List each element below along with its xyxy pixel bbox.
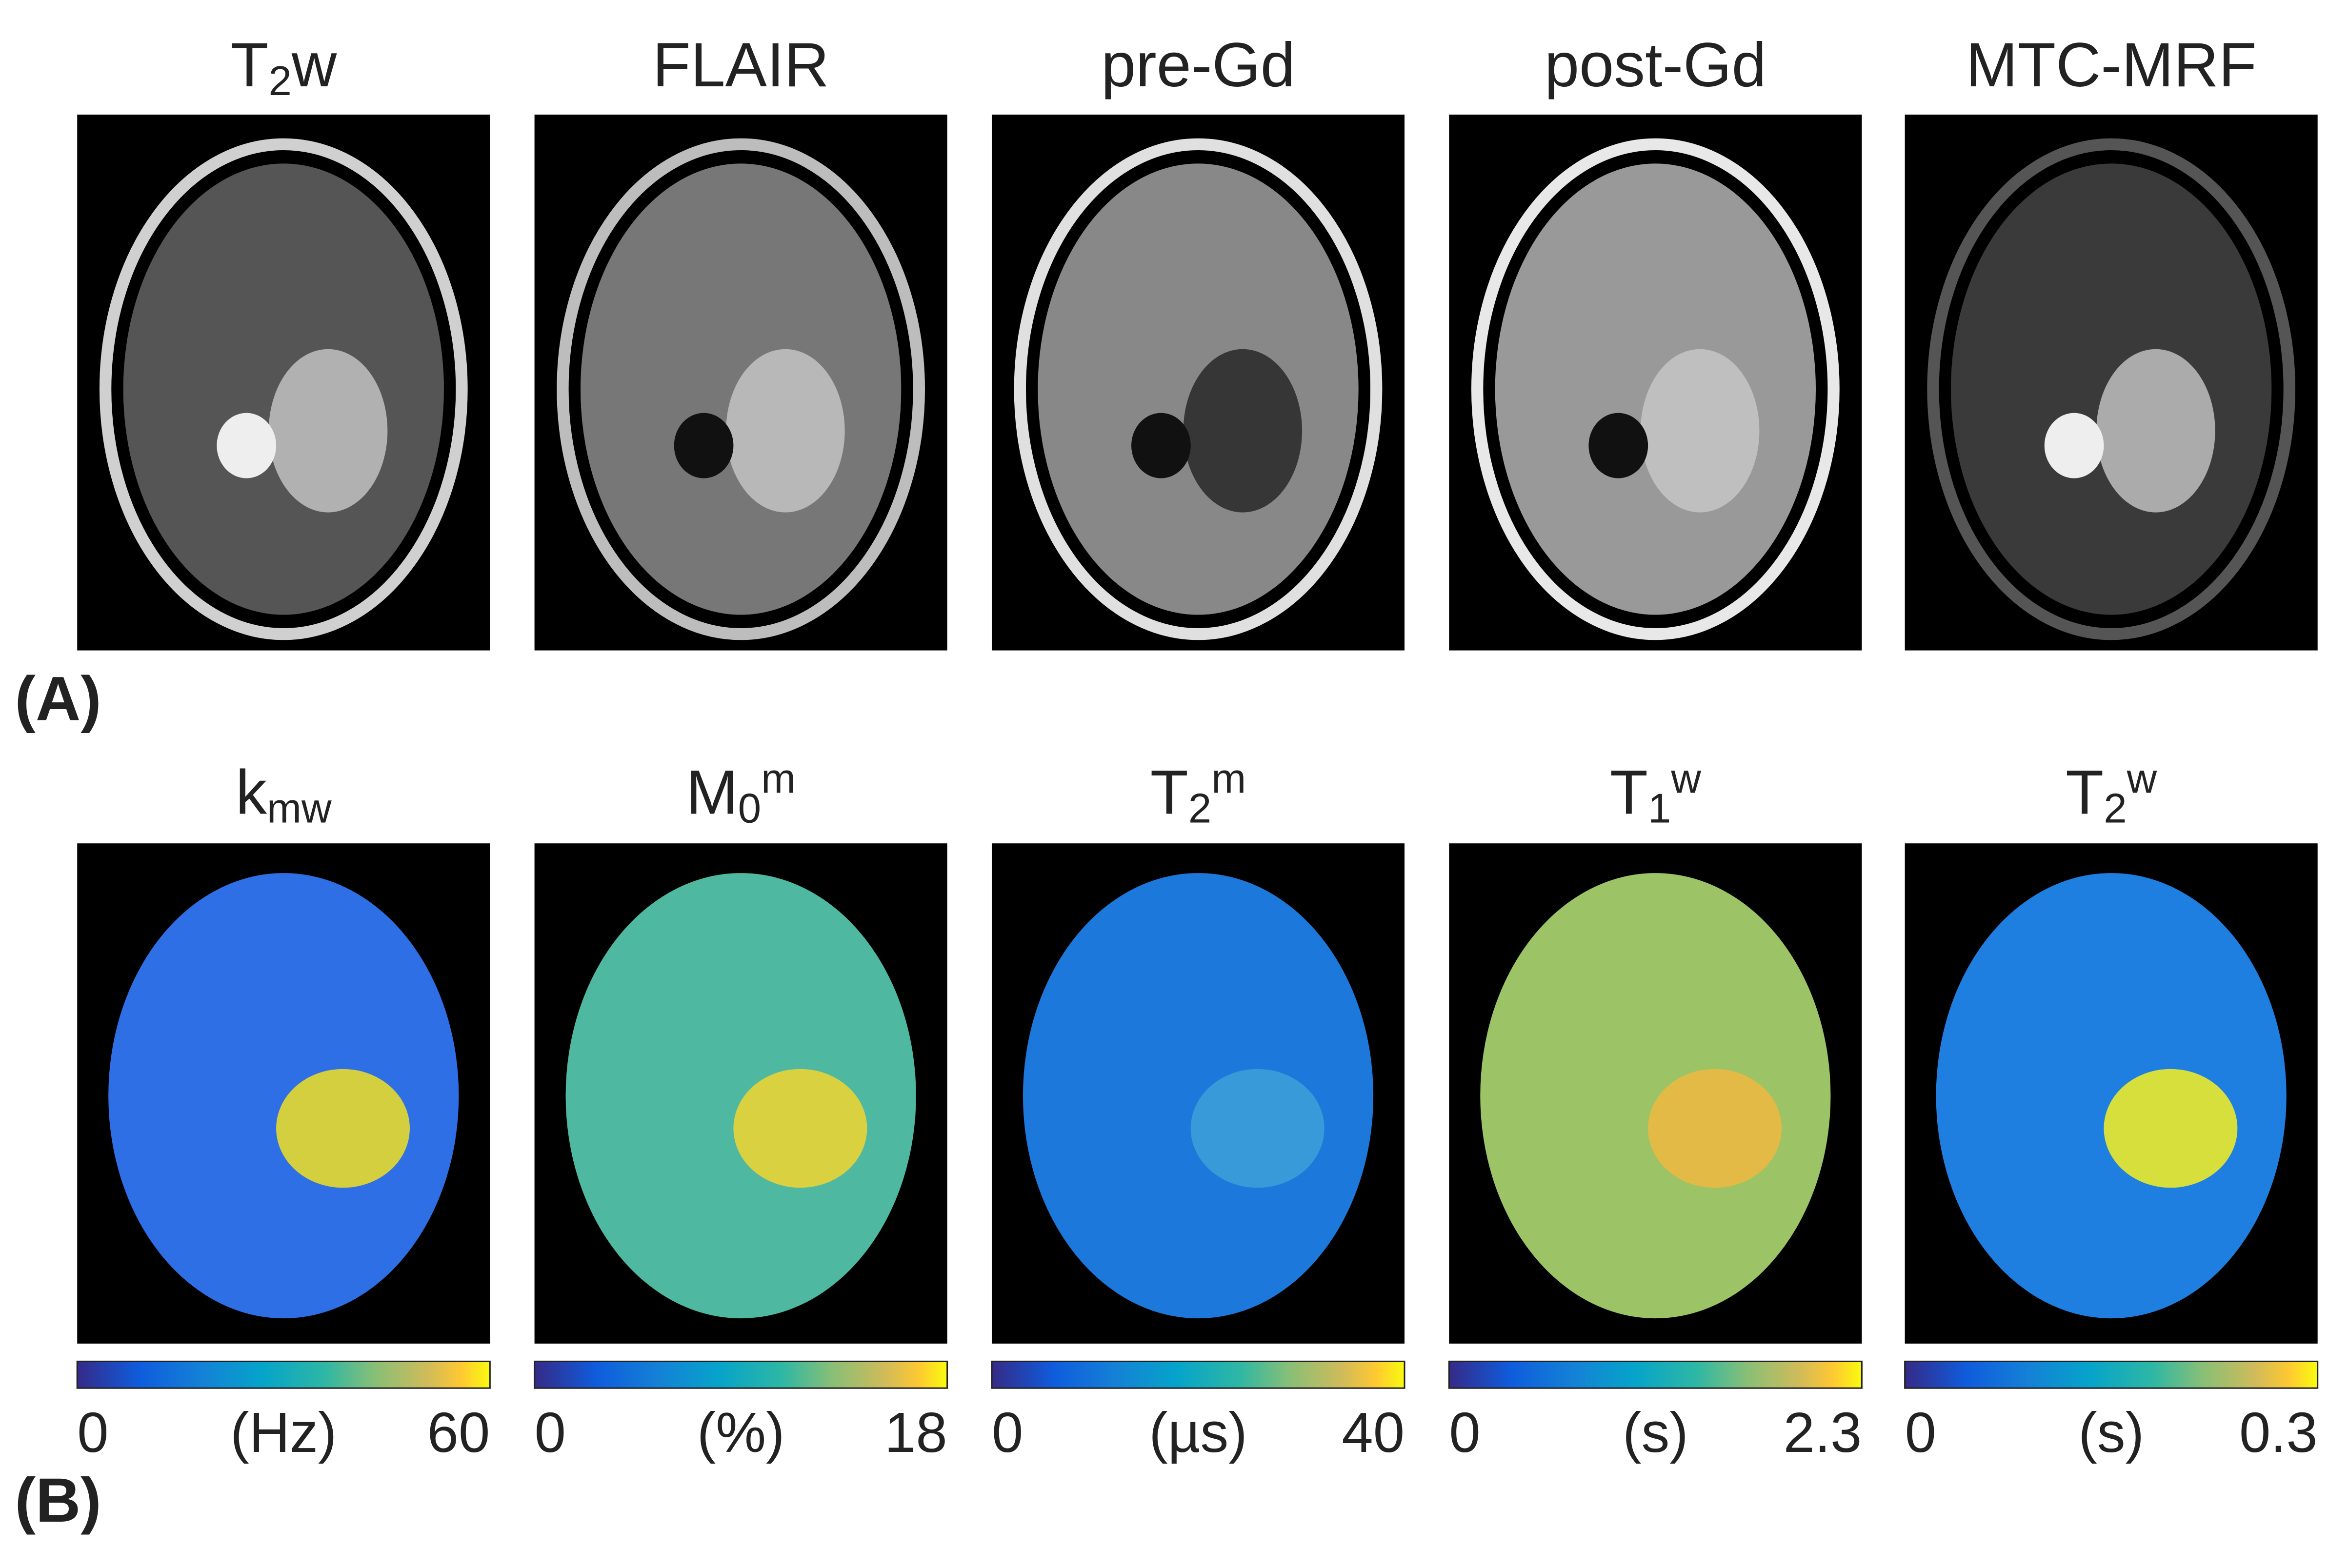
colorbar-min: 0	[1449, 1401, 1480, 1464]
colorbar-unit: (%)	[697, 1401, 785, 1464]
panel-title: kmw	[236, 757, 332, 832]
brain-outline	[99, 138, 468, 640]
panel-title: T2w	[230, 30, 337, 104]
panel-label: (B)	[15, 1466, 101, 1535]
title-part: w	[1670, 756, 1701, 802]
lesion-map	[2104, 1069, 2238, 1188]
lesion-map	[1648, 1069, 1782, 1188]
title-part: 2	[1188, 786, 1211, 832]
title-part: T	[1610, 757, 1648, 827]
brain-map	[1936, 873, 2287, 1319]
colorbar-max: 0.3	[2239, 1401, 2318, 1464]
title-part: 0	[738, 786, 761, 832]
panel-title: FLAIR	[653, 30, 829, 100]
brain-outline	[557, 138, 925, 640]
lesion-map	[1190, 1069, 1325, 1188]
panel-title: T1w	[1610, 756, 1701, 832]
ventricle	[674, 413, 734, 478]
brain-outline	[1927, 138, 2296, 640]
lesion	[726, 349, 845, 513]
title-part: T	[230, 30, 268, 100]
panel-title: T2m	[1150, 756, 1246, 832]
panel-title: M0m	[686, 756, 796, 832]
title-part: MTC-MRF	[1966, 30, 2257, 100]
lesion	[1640, 349, 1760, 513]
brain-map	[1480, 873, 1831, 1319]
lesion	[1183, 349, 1303, 513]
ventricle	[1588, 413, 1648, 478]
panel-title: MTC-MRF	[1966, 30, 2257, 100]
title-part: w	[2127, 756, 2157, 802]
panel-title: T2w	[2066, 756, 2157, 832]
brain-outline	[1014, 138, 1383, 640]
panel-title: pre-Gd	[1101, 30, 1295, 100]
colorbar-min: 0	[1905, 1401, 1936, 1464]
title-part: T	[1150, 757, 1188, 827]
colorbar	[1448, 1360, 1863, 1389]
title-part: m	[1211, 756, 1246, 802]
ventricle	[2044, 413, 2104, 478]
colorbar	[76, 1360, 491, 1389]
panel-label: (A)	[15, 664, 101, 734]
title-part: w	[291, 30, 337, 100]
title-part: m	[761, 756, 796, 802]
title-part: M	[686, 757, 738, 827]
title-part: pre-Gd	[1101, 30, 1295, 100]
lesion	[2096, 349, 2215, 513]
title-part: 1	[1648, 786, 1671, 832]
colorbar	[534, 1360, 948, 1389]
colorbar-min: 0	[992, 1401, 1023, 1464]
lesion	[268, 349, 388, 513]
title-part: k	[236, 757, 267, 827]
colorbar-unit: (s)	[2078, 1401, 2144, 1464]
title-part: FLAIR	[653, 30, 829, 100]
title-part: T	[2066, 757, 2104, 827]
panel-title: post-Gd	[1545, 30, 1766, 100]
title-part: 2	[2104, 786, 2127, 832]
ventricle	[217, 413, 277, 478]
brain-map	[108, 873, 459, 1319]
colorbar-min: 0	[77, 1401, 108, 1464]
colorbar-max: 18	[884, 1401, 947, 1464]
title-part: 2	[268, 58, 291, 104]
colorbar-unit: (Hz)	[230, 1401, 337, 1464]
brain-map	[565, 873, 916, 1319]
brain-map	[1023, 873, 1374, 1319]
title-part: post-Gd	[1545, 30, 1766, 100]
colorbar-max: 40	[1342, 1401, 1405, 1464]
title-part: mw	[267, 786, 332, 832]
ventricle	[1131, 413, 1191, 478]
brain-outline	[1471, 138, 1840, 640]
colorbar-max: 60	[427, 1401, 490, 1464]
colorbar-unit: (µs)	[1149, 1401, 1247, 1464]
colorbar	[991, 1360, 1405, 1389]
colorbar	[1904, 1360, 2319, 1389]
colorbar-min: 0	[535, 1401, 566, 1464]
colorbar-max: 2.3	[1784, 1401, 1862, 1464]
lesion-map	[276, 1069, 410, 1188]
lesion-map	[733, 1069, 867, 1188]
colorbar-unit: (s)	[1623, 1401, 1688, 1464]
